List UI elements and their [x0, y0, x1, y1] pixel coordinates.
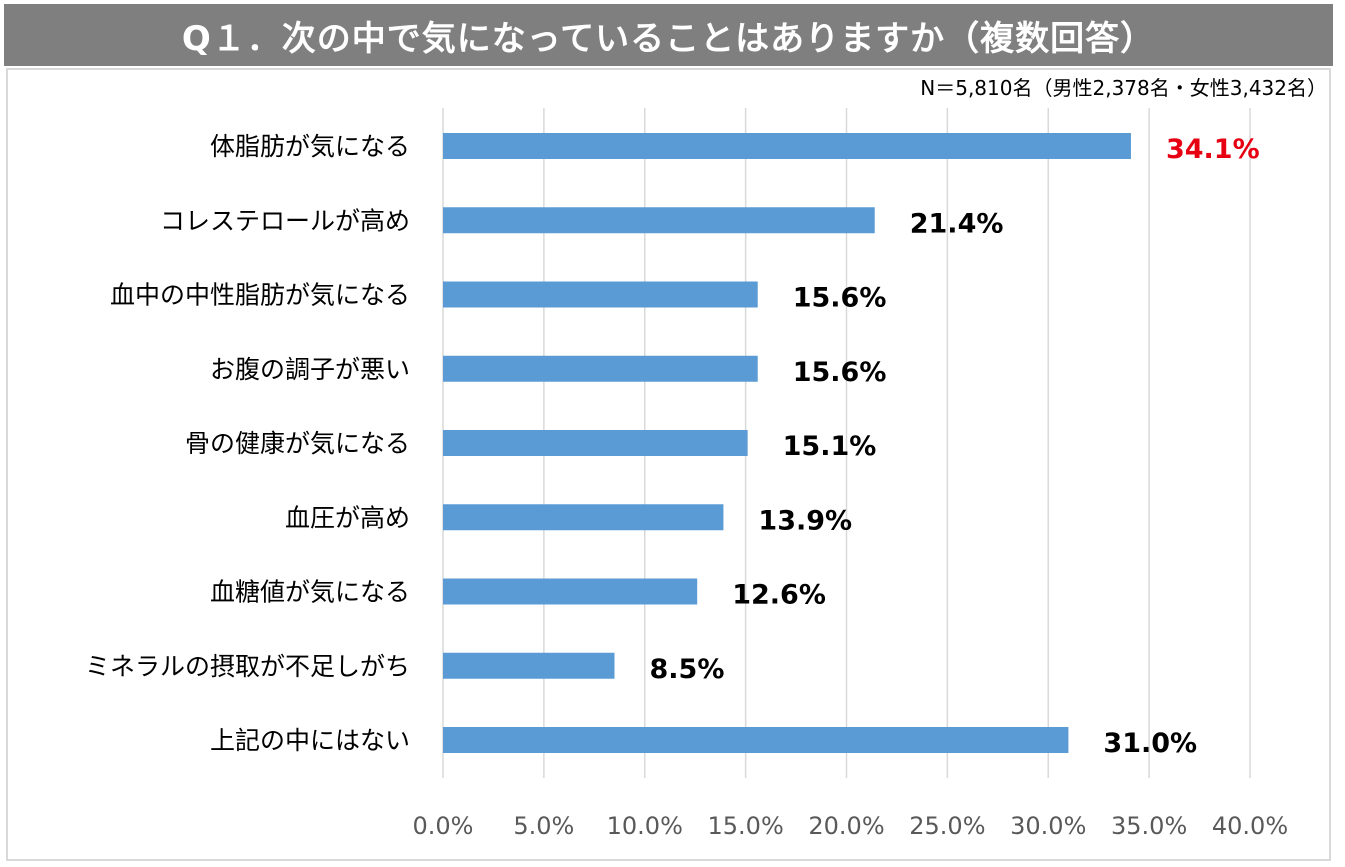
category-label: 血糖値が気になる — [210, 578, 410, 607]
bars — [443, 133, 1131, 753]
x-tick-label: 0.0% — [413, 812, 474, 840]
data-label: 15.6% — [793, 357, 887, 388]
chart-title: Q１．次の中で気になっていることはありますか（複数回答） — [4, 4, 1333, 66]
category-label: 体脂肪が気になる — [210, 132, 410, 161]
data-label: 31.0% — [1103, 728, 1197, 759]
x-tick-label: 30.0% — [1010, 812, 1086, 840]
category-label: 骨の健康が気になる — [185, 429, 410, 458]
category-label: コレステロールが高め — [160, 206, 410, 235]
data-label: 21.4% — [910, 208, 1004, 239]
category-label: 上記の中にはない — [210, 726, 410, 755]
x-tick-label: 10.0% — [607, 812, 683, 840]
bar — [443, 430, 748, 456]
x-tick-label: 35.0% — [1111, 812, 1187, 840]
data-label: 8.5% — [649, 654, 724, 685]
data-label: 15.6% — [793, 283, 887, 314]
bar — [443, 727, 1069, 753]
x-tick-label: 5.0% — [513, 812, 574, 840]
bar — [443, 133, 1131, 159]
x-tick-label: 25.0% — [909, 812, 985, 840]
data-label: 34.1% — [1166, 134, 1260, 165]
x-axis-tick-labels: 0.0% 5.0% 10.0% 15.0% 20.0% 25.0% 30.0% 35.0% 40… — [413, 812, 1289, 840]
bar — [443, 207, 875, 234]
category-labels: 体脂肪が気になるコレステロールが高め血中の中性脂肪が気になるお腹の調子が悪い骨の… — [85, 132, 410, 755]
category-label: 血圧が高め — [285, 503, 410, 532]
category-label: ミネラルの摂取が不足しがち — [85, 652, 410, 681]
data-labels: 34.1% 21.4% 15.6% 15.6% 15.1% 13.9% 12.6% 8.5% 3… — [649, 134, 1259, 759]
x-tick-label: 15.0% — [708, 812, 784, 840]
data-label: 12.6% — [732, 580, 826, 611]
data-label: 13.9% — [758, 505, 852, 536]
category-label: お腹の調子が悪い — [210, 355, 410, 384]
bar — [443, 355, 758, 382]
category-label: 血中の中性脂肪が気になる — [110, 281, 410, 310]
data-label: 15.1% — [783, 431, 877, 462]
x-tick-label: 40.0% — [1212, 812, 1288, 840]
bar — [443, 652, 615, 679]
sample-size-note: N＝5,810名（男性2,378名・女性3,432名） — [920, 76, 1327, 100]
bar — [443, 281, 758, 308]
bar — [443, 578, 698, 605]
x-tick-label: 20.0% — [808, 812, 884, 840]
bar — [443, 504, 724, 531]
